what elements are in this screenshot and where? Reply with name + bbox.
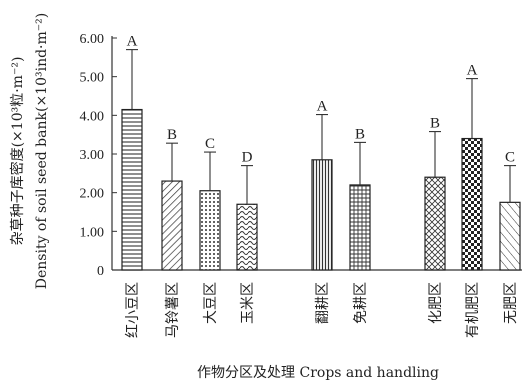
significance-label: B	[355, 126, 365, 142]
category-label: 无肥区	[503, 282, 519, 324]
bar	[499, 201, 521, 271]
y-tick-label: 3.00	[80, 148, 105, 163]
x-axis-title: 作物分区及处理 Crops and handling	[197, 365, 439, 381]
category-label: 马铃薯区	[165, 282, 181, 338]
significance-label: D	[242, 150, 253, 166]
bars	[121, 49, 521, 271]
bar	[349, 184, 371, 271]
axes: 0 1.00 2.00 3.00 4.00 5.00 6.00	[80, 32, 522, 279]
y-axis-title-en: Density of soil seed bank(×10³ind·m⁻²)	[34, 13, 50, 290]
category-label: 化肥区	[428, 282, 444, 324]
bar	[121, 108, 143, 271]
y-tick-label: 5.00	[80, 71, 105, 86]
bar	[461, 137, 483, 271]
category-label: 翻耕区	[314, 282, 331, 324]
significance-label: A	[317, 99, 328, 115]
bar	[236, 203, 258, 271]
y-tick-label: 1.00	[80, 225, 105, 240]
labels: A 红小豆区 B 马铃薯区 C 大豆区 D 玉米区 A 翻耕区 B 免耕区 B 化肥区 A 有机肥区 C 无肥区	[125, 34, 519, 338]
y-tick-label: 2.00	[80, 187, 105, 202]
y-tick-label: 0	[97, 264, 104, 279]
category-label: 免耕区	[352, 282, 369, 324]
y-axis-title-cn: 杂草种子库密度(×10³粒·m⁻²)	[9, 57, 26, 246]
significance-label: B	[167, 127, 177, 143]
significance-label: A	[127, 34, 138, 50]
y-tick-label: 6.00	[80, 32, 105, 47]
category-label: 大豆区	[203, 282, 219, 324]
bar	[161, 180, 183, 271]
category-label: 红小豆区	[125, 282, 141, 338]
significance-label: B	[430, 116, 440, 132]
bar	[199, 190, 221, 271]
category-label: 有机肥区	[465, 282, 481, 338]
category-label: 玉米区	[240, 282, 256, 324]
significance-label: C	[505, 150, 515, 166]
significance-label: A	[467, 63, 478, 79]
significance-label: C	[205, 136, 215, 152]
bar	[311, 159, 333, 271]
y-tick-label: 4.00	[80, 109, 105, 124]
bar	[424, 176, 446, 271]
